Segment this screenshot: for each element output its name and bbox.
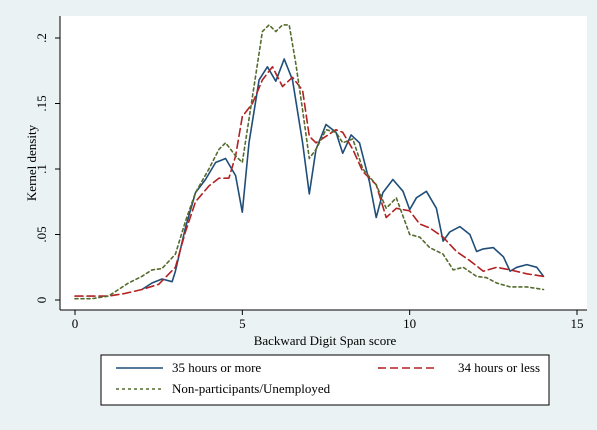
- y-tick-label: .15: [34, 95, 49, 111]
- legend-box: [100, 354, 550, 406]
- y-tick-label: 0: [34, 297, 49, 304]
- x-tick-label: 10: [403, 316, 416, 331]
- series-line-0: [141, 58, 545, 291]
- series-line-2: [74, 24, 545, 300]
- axes-layer: [59, 16, 587, 311]
- x-tick-label: 15: [571, 316, 584, 331]
- legend: 35 hours or more 34 hours or less Non-part…: [100, 354, 550, 406]
- x-axis-label: Backward Digit Span score: [254, 333, 397, 348]
- ticks-layer: 0 5 10 15 0 .05 .1 .15 .2: [34, 33, 584, 331]
- y-tick-label: .2: [34, 33, 49, 43]
- series-layer: [74, 24, 545, 300]
- legend-label-1: 34 hours or less: [458, 360, 540, 375]
- y-axis-label: Kernel density: [24, 124, 39, 201]
- x-tick-label: 0: [72, 316, 79, 331]
- y-tick-label: .1: [34, 164, 49, 174]
- legend-label-2: Non-participants/Unemployed: [172, 381, 331, 396]
- legend-label-0: 35 hours or more: [172, 360, 261, 375]
- series-line-1: [74, 66, 545, 297]
- legend-items: 35 hours or more 34 hours or less Non-part…: [116, 360, 540, 396]
- plot-area: [60, 16, 587, 310]
- x-tick-label: 5: [239, 316, 246, 331]
- y-tick-label: .05: [34, 226, 49, 242]
